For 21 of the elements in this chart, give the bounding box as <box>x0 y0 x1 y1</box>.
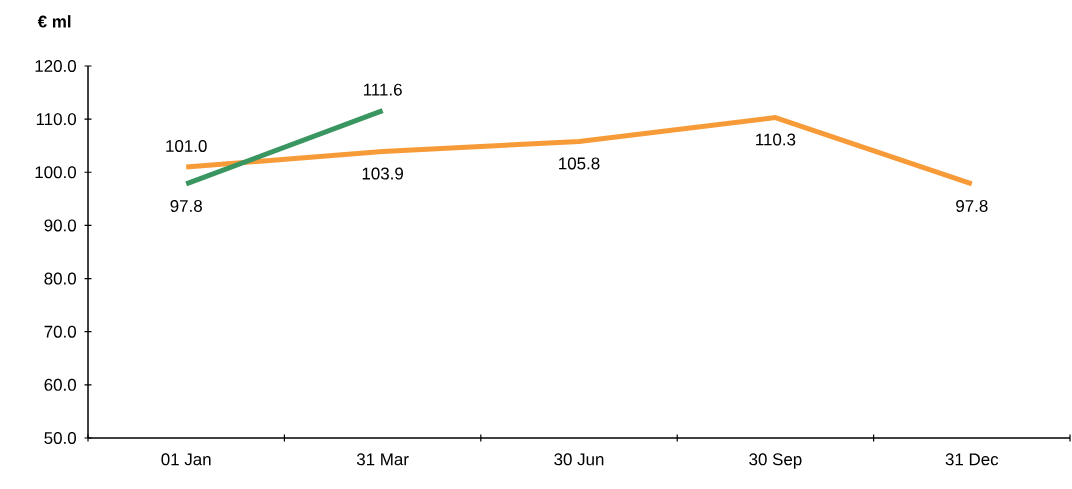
y-tick-label: 50.0 <box>44 431 77 444</box>
y-tick-label: 60.0 <box>44 378 77 391</box>
x-tick-label: 31 Mar <box>356 453 409 466</box>
x-tick-label: 30 Sep <box>749 453 802 469</box>
y-tick-label: 90.0 <box>44 219 77 232</box>
y-tick-label: 100.0 <box>35 166 77 179</box>
y-tick-label: 110.0 <box>36 113 77 126</box>
y-tick-label: 70.0 <box>44 325 77 338</box>
data-label: 97.8 <box>956 199 988 212</box>
data-label: 97.8 <box>170 199 202 212</box>
y-tick-label: 120.0 <box>35 59 77 72</box>
data-label: 103.9 <box>362 167 403 180</box>
x-tick-label: 01 Jan <box>161 453 211 466</box>
data-label: 101.0 <box>166 139 207 152</box>
x-tick-label: 31 Dec <box>945 453 999 466</box>
x-tick-label: 30 Jun <box>554 453 604 466</box>
data-label: 110.3 <box>756 133 796 146</box>
y-tick-label: 80.0 <box>44 272 77 285</box>
y-axis-title: € ml <box>37 15 71 28</box>
data-label: 105.8 <box>559 157 600 170</box>
data-label: 111.6 <box>363 83 402 96</box>
